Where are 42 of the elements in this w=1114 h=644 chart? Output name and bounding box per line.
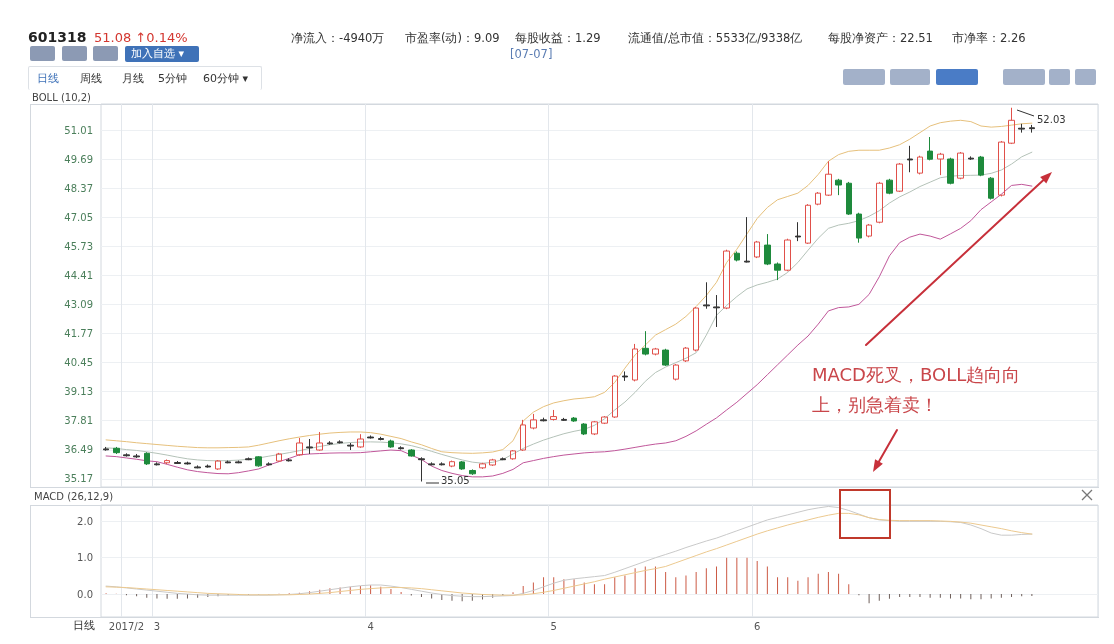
text: 5分钟 bbox=[158, 72, 187, 86]
button: 加入自选 ▾ bbox=[125, 46, 199, 62]
legend-title: BOLL (10,2) bbox=[32, 91, 92, 103]
y-tick-label: 44.41 bbox=[64, 269, 93, 281]
y-tick-label: 39.13 bbox=[64, 386, 93, 398]
x-tick-label: 3 bbox=[153, 620, 161, 632]
x-tick-label: 5 bbox=[550, 620, 557, 632]
text: 流通值/总市值：5533亿/9338亿 bbox=[628, 31, 803, 46]
y-tick-label: 40.45 bbox=[64, 357, 93, 369]
text: 每股净资产：22.51 bbox=[828, 31, 933, 46]
y-tick-label: 1.0 bbox=[77, 552, 93, 564]
y-tick-label: 0.0 bbox=[77, 588, 93, 600]
legend-title: MACD (26,12,9) bbox=[34, 490, 114, 502]
y-tick-label: 41.77 bbox=[64, 328, 93, 340]
text: 月线 bbox=[122, 72, 144, 86]
annotation: MACD死叉，BOLL趋向向上，别急着卖！ bbox=[812, 363, 1022, 417]
text: 601318 bbox=[28, 29, 87, 47]
text: [07-07] bbox=[510, 47, 553, 62]
text: 日线 bbox=[37, 72, 59, 86]
x-tick-label: 4 bbox=[367, 620, 374, 632]
annotation: 35.05 bbox=[441, 474, 470, 487]
text: 周线 bbox=[80, 72, 102, 86]
text: 日线 bbox=[73, 619, 95, 633]
x-tick-label: 6 bbox=[754, 620, 761, 632]
text: 每股收益：1.29 bbox=[515, 31, 601, 46]
text: 市盈率(动)：9.09 bbox=[405, 31, 500, 46]
y-tick-label: 49.69 bbox=[64, 153, 93, 165]
text: 市净率：2.26 bbox=[952, 31, 1026, 46]
text: 60分钟 ▾ bbox=[203, 72, 249, 86]
y-tick-label: 37.81 bbox=[64, 415, 93, 427]
y-tick-label: 47.05 bbox=[64, 211, 93, 223]
x-tick-label: 2017/2 bbox=[108, 620, 145, 632]
y-tick-label: 48.37 bbox=[64, 182, 93, 194]
text: 净流入：-4940万 bbox=[291, 31, 385, 46]
y-tick-label: 45.73 bbox=[64, 240, 93, 252]
text: 51.08 ↑0.14% bbox=[94, 30, 188, 47]
y-tick-label: 51.01 bbox=[64, 124, 93, 136]
y-tick-label: 35.17 bbox=[64, 473, 93, 485]
y-tick-label: 36.49 bbox=[64, 444, 93, 456]
y-tick-label: 2.0 bbox=[77, 515, 93, 527]
y-tick-label: 43.09 bbox=[64, 299, 93, 311]
annotation: 52.03 bbox=[1037, 113, 1066, 126]
